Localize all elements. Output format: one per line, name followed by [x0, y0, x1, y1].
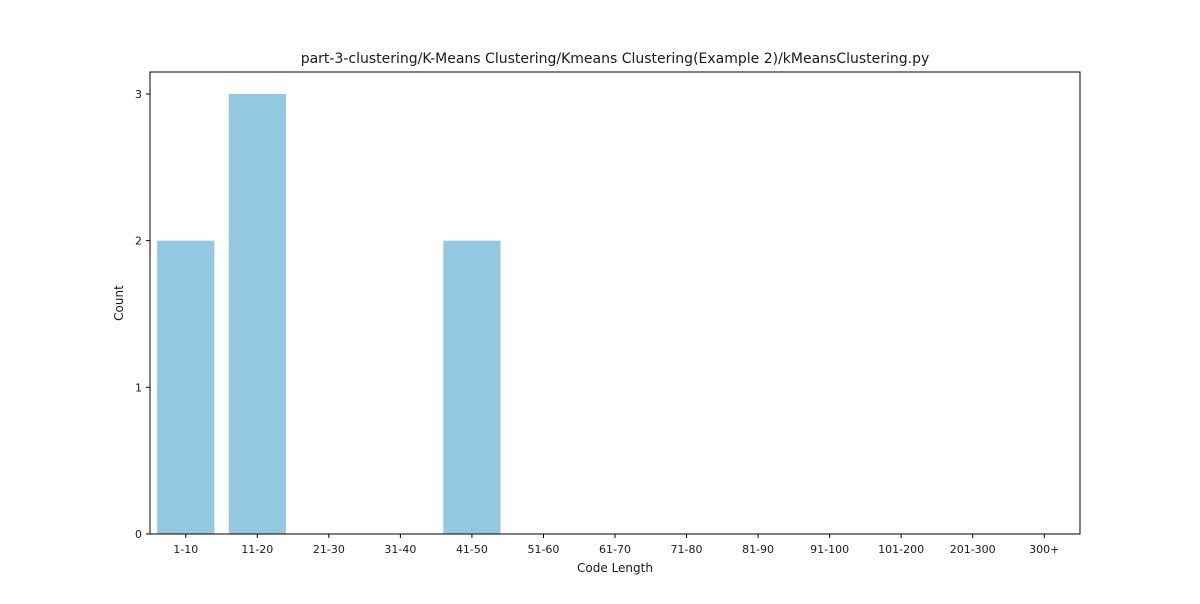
x-tick-label: 11-20	[241, 543, 273, 556]
chart-title: part-3-clustering/K-Means Clustering/Kme…	[301, 51, 930, 67]
y-tick-label: 2	[135, 235, 142, 248]
x-tick-label: 31-40	[384, 543, 416, 556]
bar-41-50	[443, 240, 501, 535]
plot-frame	[149, 71, 1081, 535]
x-tick-label: 300+	[1029, 543, 1059, 556]
x-tick-label: 51-60	[527, 543, 559, 556]
x-tick-label: 1-10	[173, 543, 198, 556]
x-axis: 1-10 11-20 21-30 31-40 41-50 51-60 61-70 71-80 8…	[173, 534, 1059, 556]
bar-11-20	[228, 94, 286, 534]
x-tick-label: 201-300	[950, 543, 996, 556]
bars-layer	[157, 94, 501, 535]
x-tick-label: 101-200	[878, 543, 924, 556]
y-axis: 0 1 2 3	[135, 88, 150, 541]
bar-1-10	[157, 240, 215, 535]
x-tick-label: 71-80	[671, 543, 703, 556]
x-tick-label: 21-30	[313, 543, 345, 556]
x-axis-label: Code Length	[577, 561, 653, 575]
y-tick-label: 0	[135, 528, 142, 541]
y-axis-label: Count	[112, 285, 126, 321]
x-tick-label: 91-100	[810, 543, 849, 556]
y-tick-label: 3	[135, 88, 142, 101]
x-tick-label: 41-50	[456, 543, 488, 556]
x-tick-label: 61-70	[599, 543, 631, 556]
y-tick-label: 1	[135, 381, 142, 394]
x-tick-label: 81-90	[742, 543, 774, 556]
